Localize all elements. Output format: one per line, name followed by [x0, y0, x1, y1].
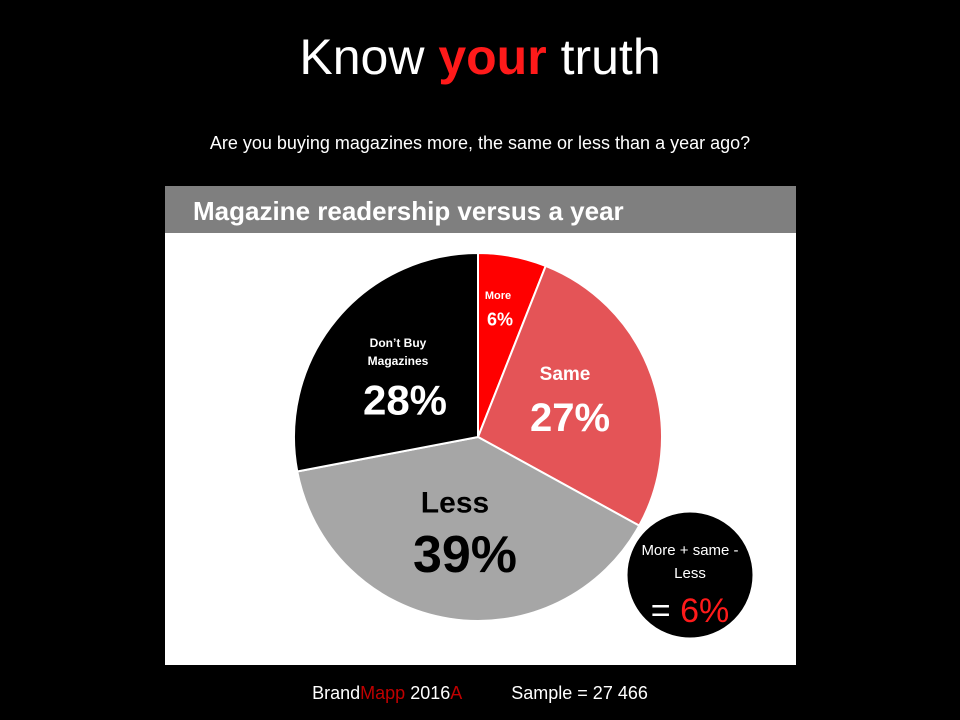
source-part: Mapp	[360, 683, 406, 703]
pie-label: 6%	[486, 309, 514, 330]
pie-label: Less	[420, 486, 490, 520]
footer: BrandMapp 2016A Sample = 27 466	[0, 683, 960, 704]
sample: Sample = 27 466	[511, 683, 648, 703]
chart-title: Magazine readership versus a year	[193, 196, 624, 226]
pie-slice	[476, 264, 663, 528]
slide-title: Know your truth	[0, 28, 960, 86]
pie-label: 27%	[529, 396, 611, 440]
callout-value: 6%	[680, 592, 730, 630]
callout-text: More + same - Less	[641, 542, 739, 583]
title-part: truth	[546, 29, 661, 85]
pie-label: 39%	[412, 526, 518, 584]
pie-slice	[293, 251, 479, 473]
source: BrandMapp 2016A	[312, 683, 461, 703]
title-part: Know	[299, 29, 439, 85]
question: Are you buying magazines more, the same …	[209, 133, 751, 153]
callout-result: = 6%	[625, 592, 755, 631]
title-highlight: your	[438, 29, 547, 85]
panel-header	[165, 186, 796, 233]
pie-label: Don’t Buy Magazines	[367, 336, 429, 368]
callout-circle	[624, 509, 756, 641]
pie-label: Same	[539, 363, 591, 385]
pie-slice	[296, 435, 641, 622]
callout-equals: =	[650, 592, 671, 630]
source-part: 2016	[405, 683, 451, 703]
source-part: Brand	[312, 683, 361, 703]
pie-label: More	[484, 289, 512, 302]
pie-label: 28%	[362, 376, 448, 424]
source-part: A	[450, 683, 462, 703]
